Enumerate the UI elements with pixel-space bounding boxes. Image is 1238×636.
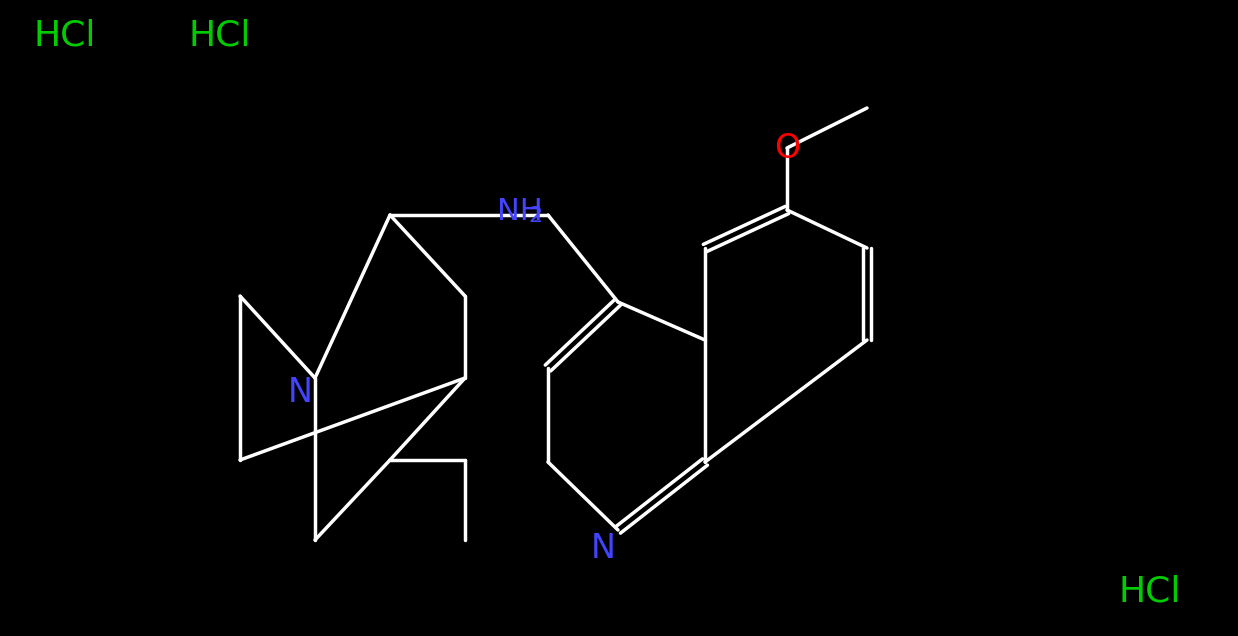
Text: 2: 2	[527, 206, 542, 226]
Text: N: N	[287, 377, 312, 410]
Text: N: N	[591, 532, 615, 565]
Text: NH: NH	[496, 197, 542, 226]
Text: O: O	[774, 132, 800, 165]
Text: HCl: HCl	[1119, 575, 1181, 609]
Text: HCl: HCl	[189, 18, 251, 52]
Text: HCl: HCl	[33, 18, 97, 52]
